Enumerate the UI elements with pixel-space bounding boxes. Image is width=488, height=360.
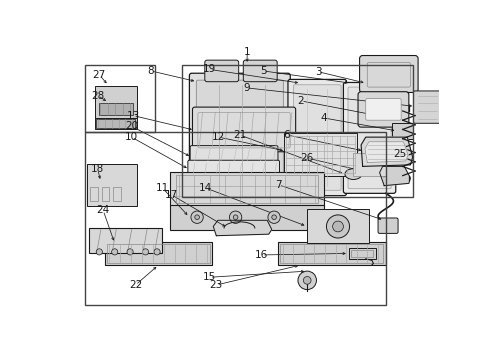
Circle shape — [194, 215, 199, 220]
Bar — [170, 205, 324, 230]
Bar — [277, 242, 385, 265]
FancyBboxPatch shape — [293, 85, 341, 190]
Text: 12: 12 — [212, 132, 225, 142]
FancyBboxPatch shape — [343, 82, 395, 193]
FancyBboxPatch shape — [357, 92, 408, 127]
Bar — [353, 153, 385, 176]
Circle shape — [297, 271, 316, 289]
Polygon shape — [360, 137, 412, 166]
Bar — [89, 228, 162, 253]
Bar — [90, 187, 98, 201]
Text: 20: 20 — [125, 121, 138, 131]
Bar — [99, 103, 133, 115]
Text: 9: 9 — [243, 83, 249, 93]
Bar — [182, 65, 412, 197]
FancyBboxPatch shape — [365, 99, 400, 120]
Bar — [96, 120, 135, 128]
Circle shape — [229, 211, 241, 223]
Text: 26: 26 — [299, 153, 312, 163]
FancyBboxPatch shape — [204, 60, 238, 82]
Circle shape — [267, 211, 280, 223]
FancyBboxPatch shape — [187, 160, 279, 177]
Text: 6: 6 — [283, 130, 289, 140]
Bar — [104, 242, 212, 265]
Text: 18: 18 — [91, 165, 104, 175]
Text: 28: 28 — [91, 91, 104, 100]
Polygon shape — [379, 166, 409, 186]
Circle shape — [154, 249, 160, 255]
Circle shape — [190, 211, 203, 223]
Circle shape — [326, 215, 349, 238]
Text: 22: 22 — [129, 280, 142, 290]
Bar — [87, 164, 137, 206]
Text: 4: 4 — [320, 113, 326, 123]
Text: 11: 11 — [156, 183, 169, 193]
FancyBboxPatch shape — [243, 60, 277, 82]
FancyBboxPatch shape — [189, 73, 290, 207]
Text: 21: 21 — [232, 130, 245, 140]
Text: 5: 5 — [260, 66, 266, 76]
Text: 10: 10 — [125, 132, 138, 142]
Ellipse shape — [344, 169, 361, 180]
FancyBboxPatch shape — [190, 145, 277, 164]
FancyBboxPatch shape — [359, 55, 417, 93]
Text: 27: 27 — [93, 70, 106, 80]
Text: 13: 13 — [126, 111, 140, 121]
Bar — [85, 65, 154, 132]
Bar — [95, 86, 137, 119]
FancyBboxPatch shape — [192, 107, 295, 152]
Circle shape — [142, 249, 148, 255]
Text: 17: 17 — [165, 190, 178, 200]
Text: 1: 1 — [244, 47, 250, 57]
FancyBboxPatch shape — [347, 87, 390, 189]
Bar — [306, 209, 368, 243]
FancyBboxPatch shape — [196, 80, 283, 200]
Bar — [95, 118, 137, 130]
Bar — [350, 249, 373, 257]
FancyBboxPatch shape — [413, 91, 440, 123]
Circle shape — [96, 249, 102, 255]
Text: 8: 8 — [147, 66, 154, 76]
Text: 15: 15 — [203, 272, 216, 282]
Polygon shape — [364, 142, 407, 163]
Circle shape — [233, 215, 238, 220]
Bar — [391, 122, 413, 139]
Text: 23: 23 — [209, 280, 223, 290]
Circle shape — [111, 249, 118, 255]
Circle shape — [127, 249, 133, 255]
Bar — [85, 132, 385, 305]
Circle shape — [271, 215, 276, 220]
Bar — [280, 244, 383, 263]
Text: 16: 16 — [255, 250, 268, 260]
Bar — [107, 244, 210, 263]
Text: 3: 3 — [314, 67, 321, 77]
Circle shape — [332, 221, 343, 232]
Text: 25: 25 — [392, 149, 406, 159]
Bar — [284, 133, 357, 176]
Text: 2: 2 — [297, 96, 304, 106]
Text: 19: 19 — [203, 64, 216, 75]
FancyBboxPatch shape — [287, 80, 346, 195]
Bar — [102, 187, 109, 201]
Text: 14: 14 — [199, 183, 212, 193]
Circle shape — [303, 276, 310, 284]
Polygon shape — [213, 220, 271, 236]
FancyBboxPatch shape — [377, 218, 397, 233]
Text: 7: 7 — [275, 180, 282, 190]
Text: 24: 24 — [96, 205, 110, 215]
Bar — [170, 172, 324, 206]
Bar — [348, 248, 375, 259]
Bar — [113, 187, 121, 201]
Bar — [176, 175, 317, 203]
